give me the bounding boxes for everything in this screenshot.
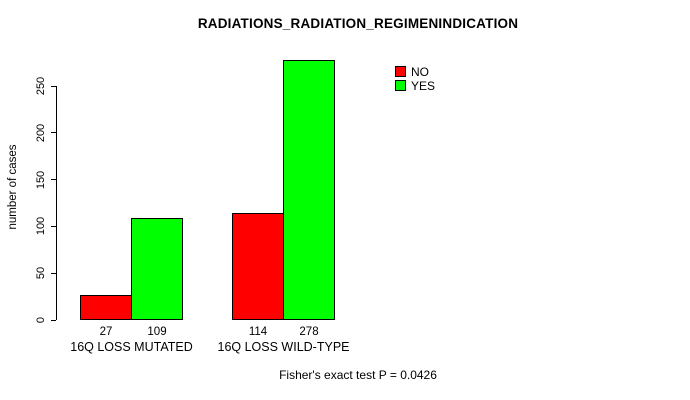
fisher-test-annotation: Fisher's exact test P = 0.0426 bbox=[279, 368, 437, 382]
category-label: 16Q LOSS WILD-TYPE bbox=[217, 340, 350, 354]
bar-yes-1 bbox=[131, 218, 183, 320]
y-axis-line bbox=[56, 86, 57, 320]
bar-no-2 bbox=[232, 213, 284, 320]
chart-title: RADIATIONS_RADIATION_REGIMENINDICATION bbox=[197, 16, 519, 31]
y-axis-label: number of cases bbox=[7, 144, 19, 230]
bar-value-label: 114 bbox=[248, 326, 268, 338]
legend-item-yes: YES bbox=[395, 78, 436, 93]
bar-value-label: 278 bbox=[299, 326, 319, 338]
legend-item-no: NO bbox=[395, 64, 435, 79]
y-tick-label: 0 bbox=[35, 316, 47, 324]
y-tick-label: 200 bbox=[35, 123, 47, 142]
y-tick bbox=[51, 85, 56, 87]
bar-value-label: 109 bbox=[147, 326, 167, 338]
y-tick-label: 100 bbox=[35, 217, 47, 236]
legend-label: YES bbox=[411, 78, 436, 93]
y-tick bbox=[51, 272, 56, 274]
y-tick-label: 250 bbox=[35, 76, 47, 96]
legend-swatch-icon bbox=[395, 80, 406, 91]
legend-swatch-icon bbox=[395, 66, 406, 77]
bar-yes-2 bbox=[283, 60, 335, 320]
y-tick bbox=[51, 319, 56, 321]
legend: NO YES bbox=[395, 65, 435, 93]
y-tick-label: 50 bbox=[35, 267, 47, 280]
bar-value-label: 27 bbox=[99, 326, 113, 338]
category-label: 16Q LOSS MUTATED bbox=[70, 340, 193, 354]
legend-label: NO bbox=[411, 64, 429, 79]
y-tick-label: 150 bbox=[35, 170, 47, 189]
y-tick bbox=[51, 225, 56, 227]
y-tick bbox=[51, 179, 56, 181]
bar-no-1 bbox=[80, 295, 132, 320]
y-tick bbox=[51, 132, 56, 134]
